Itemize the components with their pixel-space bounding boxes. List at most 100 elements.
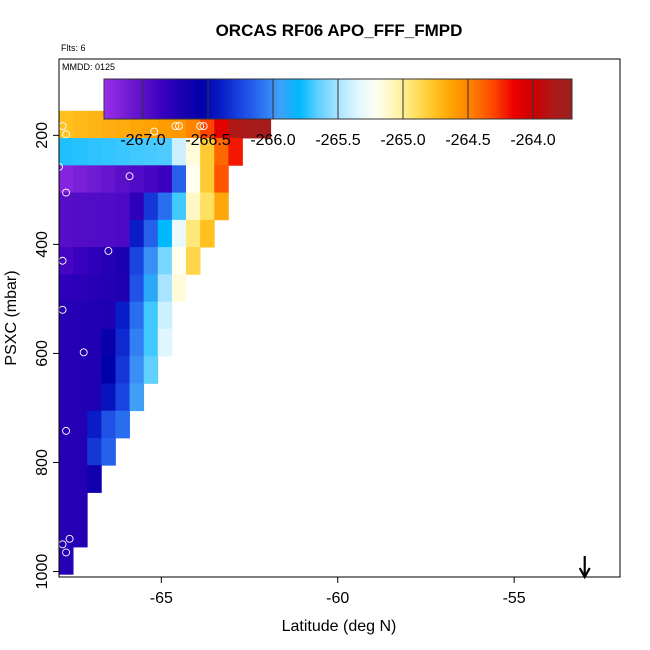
heatmap-cell (171, 165, 187, 193)
heatmap-cell (59, 165, 74, 193)
y-axis-label: PSXC (mbar) (3, 270, 20, 365)
heatmap-cell (129, 192, 145, 221)
heatmap-cell (143, 192, 159, 221)
heatmap-cell (101, 410, 116, 439)
y-tick-label: 200 (34, 122, 51, 149)
x-tick-label: -55 (503, 590, 526, 607)
heatmap-cell (87, 383, 102, 412)
colorbar-tick-label: -266.0 (250, 132, 295, 149)
heatmap-cell (115, 383, 130, 412)
observation-point (196, 122, 205, 131)
heatmap-cell (59, 465, 74, 493)
heatmap-cell (87, 219, 102, 248)
heatmap-cell (186, 192, 201, 221)
heatmap-cell (73, 138, 88, 166)
observation-point (175, 122, 183, 131)
heatmap-cell (101, 219, 116, 248)
heatmap-cell (87, 247, 102, 275)
colorbar: -267.0 -266.5 -266.0 -265.5 -265.0 -264.5 -264… (103, 78, 573, 149)
plot-frame (58, 58, 621, 578)
x-tick-label: -60 (326, 590, 349, 607)
colorbar-ticks: -267.0 -266.5 -266.0 -265.5 -265.0 -264.5 -264… (120, 79, 556, 149)
y-tick-label: 1000 (34, 554, 51, 590)
heatmap-cell (59, 138, 74, 166)
colorbar-tick-label: -264.5 (445, 132, 490, 149)
heatmap-cell (87, 165, 102, 193)
arrow-head (578, 567, 591, 580)
heatmap-cell (115, 301, 130, 330)
heatmap-cell (101, 138, 116, 166)
heatmap-cell (157, 274, 173, 303)
heatmap-cell (115, 165, 130, 193)
heatmap-cell (59, 219, 74, 248)
colorbar-tick-label: -267.0 (120, 132, 165, 149)
y-tick-label: 800 (34, 449, 51, 476)
colorbar-tick-label: -265.5 (315, 132, 360, 149)
y-axis: 200 400 600 800 1000 (34, 122, 59, 589)
heatmap-cell (228, 138, 243, 166)
heatmap-cell (73, 110, 88, 139)
heatmap-cell (101, 383, 116, 412)
heatmap-cell (143, 247, 159, 275)
heatmap-cell (73, 465, 88, 493)
colorbar-tick-label: -264.0 (510, 132, 555, 149)
heatmap-cell (143, 219, 159, 248)
heatmap-cell (73, 356, 88, 384)
heatmap-cell (143, 328, 159, 357)
heatmap-cell (186, 138, 201, 166)
heatmap-cell (171, 219, 187, 248)
heatmap-cell (129, 301, 145, 330)
heatmap-cell (171, 138, 187, 166)
heatmap-cell (73, 328, 88, 357)
heatmap-cell (129, 328, 145, 357)
x-axis: -65 -60 -55 (150, 577, 526, 607)
heatmap-cell (59, 110, 74, 139)
observation-point (150, 127, 159, 136)
observation-point (125, 172, 134, 181)
heatmap-cell (101, 356, 116, 384)
heatmap-cell (171, 247, 187, 275)
heatmap-cell (157, 219, 173, 248)
observation-point (199, 122, 208, 131)
heatmap-cell (73, 492, 88, 521)
heatmap-cell (101, 274, 116, 303)
heatmap-cell (171, 274, 187, 303)
heatmap-cell (214, 192, 229, 221)
heatmap-cell (129, 165, 145, 193)
heatmap-cell (157, 138, 173, 166)
x-axis-label: Latitude (deg N) (282, 618, 397, 635)
heatmap-cell (73, 519, 88, 548)
heatmap-cell (186, 247, 201, 275)
observation-point (62, 426, 71, 435)
down-arrow-icon (578, 556, 591, 580)
heatmap-cell (129, 219, 145, 248)
heatmap-cell (143, 356, 159, 384)
heatmap-cell (200, 165, 215, 193)
flights-label: Flts: 6 (61, 43, 86, 53)
heatmap-cell (73, 410, 88, 439)
heatmap-cell (87, 328, 102, 357)
heatmap-cell (200, 192, 215, 221)
heatmap-cell (73, 383, 88, 412)
heatmap-cell (87, 274, 102, 303)
observation-point (65, 534, 74, 543)
heatmap-cell (59, 356, 74, 384)
heatmap-cell (200, 219, 215, 248)
heatmap-cell (115, 410, 130, 439)
heatmap-cell (87, 410, 102, 439)
heatmap-cell (87, 138, 102, 166)
heatmap-cell (214, 138, 229, 166)
heatmap-cell (101, 437, 116, 466)
heatmap-cell (129, 247, 145, 275)
heatmap-cell (143, 274, 159, 303)
heatmap-cell (59, 301, 74, 330)
heatmap-cell (143, 301, 159, 330)
heatmap-cell (143, 138, 159, 166)
heatmap-cell (73, 437, 88, 466)
observation-point (62, 548, 71, 557)
heatmap-cell (87, 192, 102, 221)
heatmap-cell (171, 192, 187, 221)
heatmap-cell (115, 138, 130, 166)
heatmap-cell (59, 192, 74, 221)
heatmap-cell (200, 138, 215, 166)
